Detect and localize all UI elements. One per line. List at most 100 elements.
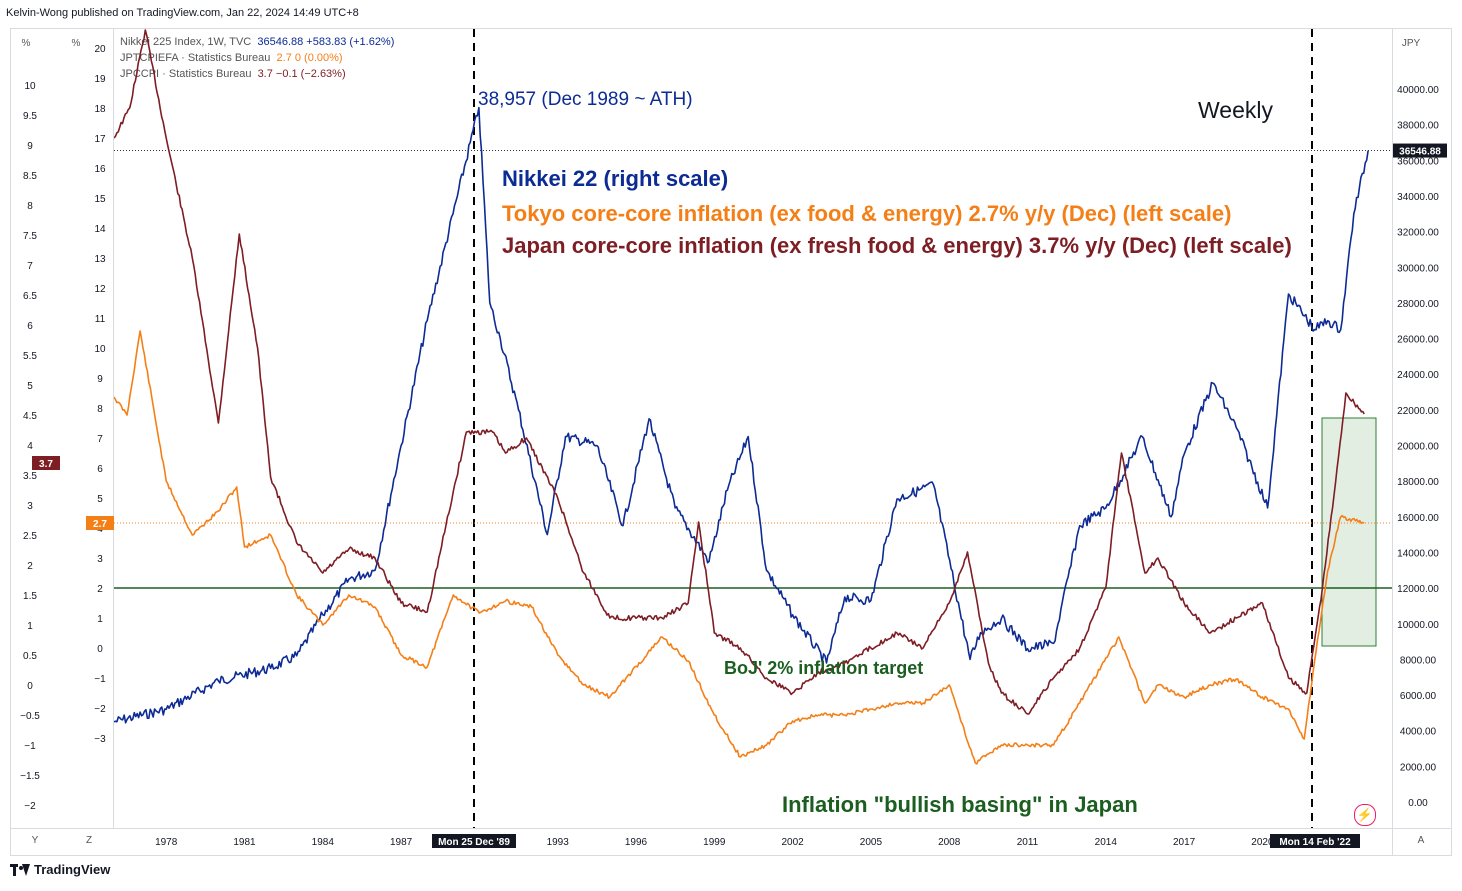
x-tick-label: 2002 (781, 837, 804, 848)
right-tick-label: 12000.00 (1397, 584, 1439, 595)
right-tick-label: 30000.00 (1397, 263, 1439, 274)
inflation-highlight-box (1321, 417, 1377, 647)
legend-values: 36546.88 +583.83 (+1.62%) (257, 36, 395, 48)
footer-brand[interactable]: TradingView (10, 862, 110, 877)
left-inner-tick-label: 7 (97, 434, 103, 445)
left-inner-tick-label: 6 (97, 464, 103, 475)
right-tick-label: 18000.00 (1397, 477, 1439, 488)
x-tick-label: 2011 (1017, 837, 1039, 848)
legend-symbol: JPTCPIEFA · Statistics Bureau (120, 52, 271, 64)
series-line-left_inner (113, 29, 1365, 715)
bottom-z-button[interactable]: Z (85, 835, 93, 846)
right-tick-label: 28000.00 (1397, 299, 1439, 310)
left-scale-1-button[interactable]: % (21, 38, 31, 49)
right-tick-label: 0.00 (1408, 798, 1428, 809)
tradingview-logo-icon (10, 863, 30, 876)
x-tick-label: 2014 (1095, 837, 1118, 848)
left-inner-tick-label: 9 (97, 374, 103, 385)
annotation-boj: BoJ' 2% inflation target (724, 658, 924, 678)
right-tick-label: 4000.00 (1400, 727, 1437, 738)
right-tick-label: 32000.00 (1397, 228, 1439, 239)
left-outer-tick-label: 1 (27, 621, 33, 632)
legend-symbol: Nikkei 225 Index, 1W, TVC (120, 36, 252, 48)
x-tick-label: 1996 (625, 837, 648, 848)
left-inner-tick-label: 14 (94, 224, 106, 235)
x-tick-label: 1987 (390, 837, 413, 848)
left-inner-tick-label: 17 (94, 134, 106, 145)
left-outer-tick-label: 0.5 (23, 651, 37, 662)
tokyo-last-value-badge: 2.7 (93, 519, 107, 530)
nikkei-last-value-badge-bg (1393, 143, 1447, 158)
nikkei-last-value-badge: 36546.88 (1399, 147, 1441, 158)
flash-icon[interactable]: ⚡ (1354, 804, 1376, 826)
left-outer-tick-label: 3.5 (23, 471, 37, 482)
right-tick-label: 26000.00 (1397, 335, 1439, 346)
left-outer-tick-label: 2 (27, 561, 33, 572)
right-tick-label: 14000.00 (1397, 548, 1439, 559)
bottom-y-button[interactable]: Y (31, 835, 39, 846)
left-outer-tick-label: 3 (27, 501, 33, 512)
feb22-date-badge: Mon 14 Feb '22 (1279, 837, 1351, 848)
left-inner-tick-label: 8 (97, 404, 103, 415)
annotation-ath: 38,957 (Dec 1989 ~ ATH) (478, 89, 693, 110)
left-outer-tick-label: −0.5 (20, 711, 40, 722)
left-inner-tick-label: −3 (94, 734, 106, 745)
left-outer-tick-label: 8.5 (23, 171, 37, 182)
tokyo-last-value-badge-bg (86, 516, 114, 530)
left-inner-tick-label: −2 (94, 704, 106, 715)
annotation-nikkei: Nikkei 22 (right scale) (502, 166, 729, 191)
legend-row-nikkei[interactable]: Nikkei 225 Index, 1W, TVC 36546.88 +583.… (120, 34, 394, 50)
right-tick-label: 2000.00 (1400, 762, 1437, 773)
left-outer-tick-label: 5 (27, 381, 33, 392)
bottom-a-button[interactable]: A (1417, 835, 1425, 846)
left-inner-tick-label: 15 (94, 194, 106, 205)
annotation-japan: Japan core-core inflation (ex fresh food… (502, 233, 1292, 258)
left-outer-tick-label: −1 (24, 741, 36, 752)
left-outer-tick-label: 7 (27, 261, 33, 272)
left-outer-tick-label: −1.5 (20, 771, 40, 782)
left-outer-tick-label: 9.5 (23, 111, 37, 122)
left-outer-tick-label: 1.5 (23, 591, 37, 602)
x-tick-label: 1984 (312, 837, 335, 848)
right-tick-label: 40000.00 (1397, 85, 1439, 96)
left-outer-tick-label: 5.5 (23, 351, 37, 362)
x-tick-label: 2020 (1251, 837, 1274, 848)
legend-row-tokyo[interactable]: JPTCPIEFA · Statistics Bureau 2.7 0 (0.0… (120, 50, 394, 66)
left-outer-tick-label: −2 (24, 801, 36, 812)
publisher-line: Kelvin-Wong published on TradingView.com… (6, 7, 359, 19)
right-tick-label: 10000.00 (1397, 620, 1439, 631)
cpi-last-value-badge-bg (32, 456, 60, 470)
left-outer-tick-label: 6 (27, 321, 33, 332)
left-outer-tick-label: 7.5 (23, 231, 37, 242)
right-tick-label: 16000.00 (1397, 513, 1439, 524)
left-outer-tick-label: 6.5 (23, 291, 37, 302)
series-line-right (113, 106, 1369, 724)
left-inner-tick-label: 20 (94, 44, 106, 55)
left-inner-tick-label: 18 (94, 104, 106, 115)
left-outer-tick-label: 4.5 (23, 411, 37, 422)
x-tick-label: 1978 (155, 837, 178, 848)
left-scale-2-button[interactable]: % (71, 38, 81, 49)
annotation-weekly: Weekly (1198, 97, 1273, 123)
series-legend: Nikkei 225 Index, 1W, TVC 36546.88 +583.… (120, 34, 394, 82)
left-inner-tick-label: 19 (94, 74, 106, 85)
left-outer-tick-label: 9 (27, 141, 33, 152)
x-tick-label: 2008 (938, 837, 961, 848)
right-tick-label: 20000.00 (1397, 442, 1439, 453)
right-tick-label: 8000.00 (1400, 655, 1437, 666)
left-outer-tick-label: 8 (27, 201, 33, 212)
annotation-basing: Inflation "bullish basing" in Japan (782, 792, 1138, 817)
annotation-tokyo: Tokyo core-core inflation (ex food & ene… (502, 201, 1232, 226)
chart-frame (10, 28, 1452, 856)
ath-date-badge-bg (432, 834, 516, 848)
left-inner-tick-label: 13 (94, 254, 106, 265)
left-inner-tick-label: 10 (94, 344, 106, 355)
right-scale-button[interactable]: JPY (1401, 38, 1421, 49)
feb22-date-badge-bg (1270, 834, 1360, 848)
left-outer-tick-label: 4 (27, 441, 33, 452)
right-tick-label: 6000.00 (1400, 691, 1437, 702)
left-inner-tick-label: 5 (97, 494, 103, 505)
left-inner-tick-label: −1 (94, 674, 106, 685)
right-tick-label: 22000.00 (1397, 406, 1439, 417)
